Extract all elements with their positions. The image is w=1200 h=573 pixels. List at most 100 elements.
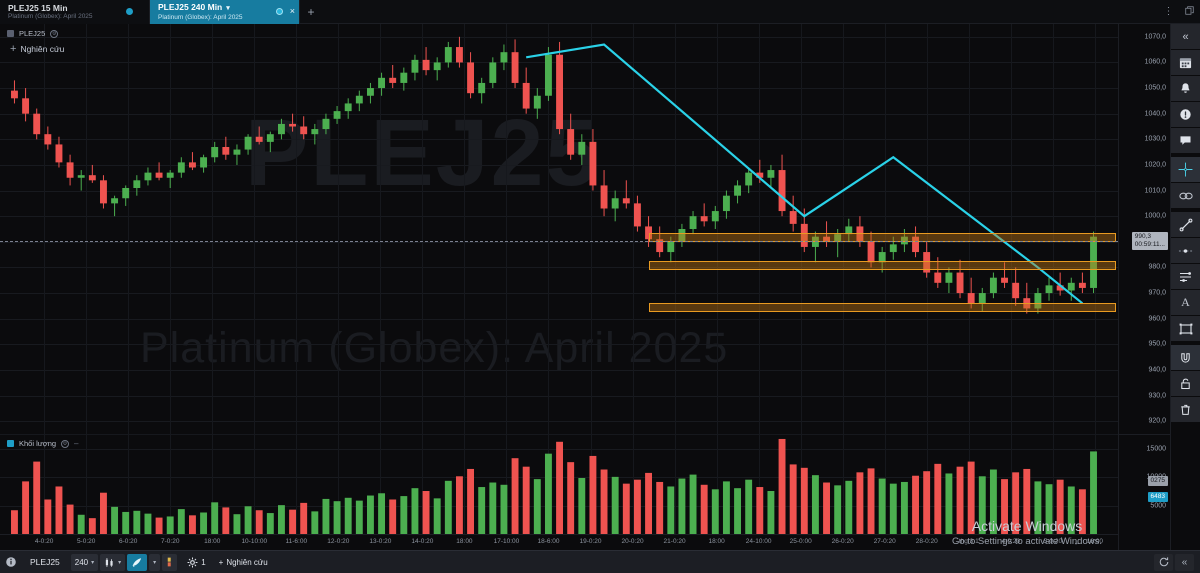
- price-tick: 960,0: [1148, 315, 1166, 323]
- comment-icon[interactable]: [1171, 128, 1200, 154]
- add-study-link[interactable]: + Nghiên cứu: [10, 43, 64, 55]
- alert-bell-icon[interactable]: [1171, 76, 1200, 102]
- price-axis[interactable]: 1070,0 1060,0 1050,0 1040,0 1030,0 1020,0 1010…: [1118, 24, 1170, 550]
- delete-icon[interactable]: [1171, 397, 1200, 423]
- add-study-label: Nghiên cứu: [226, 557, 268, 567]
- time-tick: 7-0:20: [161, 538, 180, 545]
- price-tick: 940,0: [1148, 366, 1166, 374]
- chevron-down-icon: ▾: [153, 559, 157, 566]
- drawing-style-selector[interactable]: [127, 553, 148, 571]
- scroll-to-realtime-icon[interactable]: ←: [1073, 537, 1082, 547]
- calendar-icon[interactable]: [1171, 50, 1200, 76]
- tab-plej25-240min[interactable]: PLEJ25 240 Min ▾ Platinum (Globex): April…: [150, 0, 300, 24]
- settings-group: 1: [180, 554, 212, 571]
- price-tick: 920,0: [1148, 417, 1166, 425]
- toolbar-divider: [1171, 342, 1200, 345]
- add-study-button[interactable]: + Nghiên cứu: [213, 558, 274, 567]
- tab-subtitle: Platinum (Globex): April 2025: [8, 13, 93, 20]
- time-tick: 26-0:20: [831, 538, 854, 545]
- time-tick: 18:00: [708, 538, 725, 545]
- minus-icon[interactable]: –: [74, 439, 79, 448]
- trend-line-icon[interactable]: [1171, 212, 1200, 238]
- chart-column: PLEJ25 ⚙ + Nghiên cứu PLEJ25 Platinum (G…: [0, 24, 1118, 550]
- collapse-panel-icon[interactable]: «: [1171, 24, 1200, 50]
- time-tick: thg 3 1: [958, 538, 979, 545]
- time-tick: 5-0:20: [76, 538, 96, 545]
- right-toolbar: «: [1170, 24, 1200, 550]
- toolbar-divider: [1171, 209, 1200, 212]
- chevron-down-icon[interactable]: ▾: [226, 5, 230, 12]
- bar-indicator-icon: [167, 557, 171, 567]
- tab-status-dot: [126, 8, 133, 15]
- price-tick: 1000,0: [1144, 212, 1166, 220]
- magnet-link-icon[interactable]: [1171, 183, 1200, 209]
- price-tick: 1030,0: [1144, 135, 1166, 143]
- price-plot: [0, 24, 1118, 434]
- duplicate-window-icon[interactable]: [1178, 5, 1200, 18]
- gear-icon: [187, 557, 198, 567]
- dot-line-icon[interactable]: [1171, 238, 1200, 264]
- chart-settings-button[interactable]: 1: [183, 554, 209, 571]
- time-tick: 4-0:20: [1001, 538, 1021, 545]
- chevron-down-icon: ▾: [91, 559, 95, 566]
- time-tick: 18:00: [1086, 538, 1104, 545]
- time-tick: 25-0:00: [789, 538, 812, 545]
- volume-pane[interactable]: Khối lượng ⚙ –: [0, 434, 1118, 534]
- legend-symbol: PLEJ25: [19, 29, 46, 38]
- crosshair-price-badge: 990,3 00:59:11...: [1131, 232, 1168, 251]
- tab-status-dot: [276, 8, 283, 15]
- price-tick: 1040,0: [1144, 110, 1166, 118]
- add-tab-button[interactable]: +: [307, 4, 315, 19]
- volume-grey-badge: 0275: [1147, 476, 1168, 487]
- info-icon[interactable]: [0, 551, 22, 573]
- volume-color-swatch: [7, 440, 14, 447]
- demand-zone-lower[interactable]: [648, 303, 1116, 313]
- time-tick: 12-0:20: [327, 538, 350, 545]
- add-study-label: Nghiên cứu: [20, 44, 65, 54]
- price-tick: 1010,0: [1144, 187, 1166, 195]
- supply-zone-mid[interactable]: [648, 261, 1116, 270]
- paint-icon: [132, 557, 142, 567]
- price-pane[interactable]: PLEJ25 ⚙ + Nghiên cứu PLEJ25 Platinum (G…: [0, 24, 1118, 434]
- interval-group: 240 ▾ ▾ ▾: [68, 553, 180, 571]
- price-tick: 1070,0: [1144, 33, 1166, 41]
- style-dropdown[interactable]: ▾: [149, 553, 161, 571]
- time-tick: 19-0:20: [579, 538, 602, 545]
- bottom-toolbar: PLEJ25 240 ▾ ▾ ▾ 1: [0, 550, 1200, 573]
- chart-type-selector[interactable]: ▾: [100, 553, 126, 571]
- price-tick: 1050,0: [1144, 84, 1166, 92]
- tab-plej25-15min[interactable]: PLEJ25 15 Min Platinum (Globex): April 2…: [0, 0, 150, 24]
- crosshair-price-line: [0, 241, 1118, 243]
- settings-count: 1: [201, 557, 206, 567]
- time-tick: 18-6:00: [537, 538, 560, 545]
- gear-icon[interactable]: ⚙: [50, 29, 59, 38]
- time-tick: 27-0:20: [873, 538, 896, 545]
- bottom-right-controls: «: [1154, 553, 1200, 571]
- crosshair-icon[interactable]: [1171, 157, 1200, 183]
- sliders-icon[interactable]: [1171, 264, 1200, 290]
- chart-tab-bar: PLEJ25 15 Min Platinum (Globex): April 2…: [0, 0, 1200, 24]
- axis-divider: [1119, 434, 1170, 435]
- info-alert-icon[interactable]: [1171, 102, 1200, 128]
- tab-title: PLEJ25 240 Min ▾: [158, 2, 230, 12]
- volume-tick: 5000: [1150, 502, 1166, 510]
- rectangle-tool-icon[interactable]: [1171, 316, 1200, 342]
- unlock-icon[interactable]: [1171, 371, 1200, 397]
- collapse-right-icon[interactable]: «: [1175, 553, 1194, 571]
- text-tool-icon[interactable]: A: [1171, 290, 1200, 316]
- indicator-toggle[interactable]: [162, 553, 178, 571]
- plus-icon: +: [10, 43, 17, 55]
- symbol-field[interactable]: PLEJ25: [30, 557, 60, 567]
- magnet-mode-icon[interactable]: [1171, 345, 1200, 371]
- time-tick: 21-0:20: [663, 538, 686, 545]
- time-tick: 13-0:20: [369, 538, 392, 545]
- close-icon[interactable]: ×: [289, 6, 295, 16]
- interval-selector[interactable]: 240 ▾: [70, 553, 99, 571]
- reset-chart-icon[interactable]: [1154, 553, 1173, 571]
- more-options-icon[interactable]: ⋮: [1163, 6, 1175, 17]
- gear-icon[interactable]: ⚙: [61, 439, 70, 448]
- volume-last-badge: 6483: [1147, 492, 1168, 503]
- tab-title: PLEJ25 15 Min: [8, 3, 68, 13]
- time-axis[interactable]: ← 4-0:20 5-0:20 6-0:20 7-0:20 18:00 10-10:00 1…: [0, 534, 1118, 550]
